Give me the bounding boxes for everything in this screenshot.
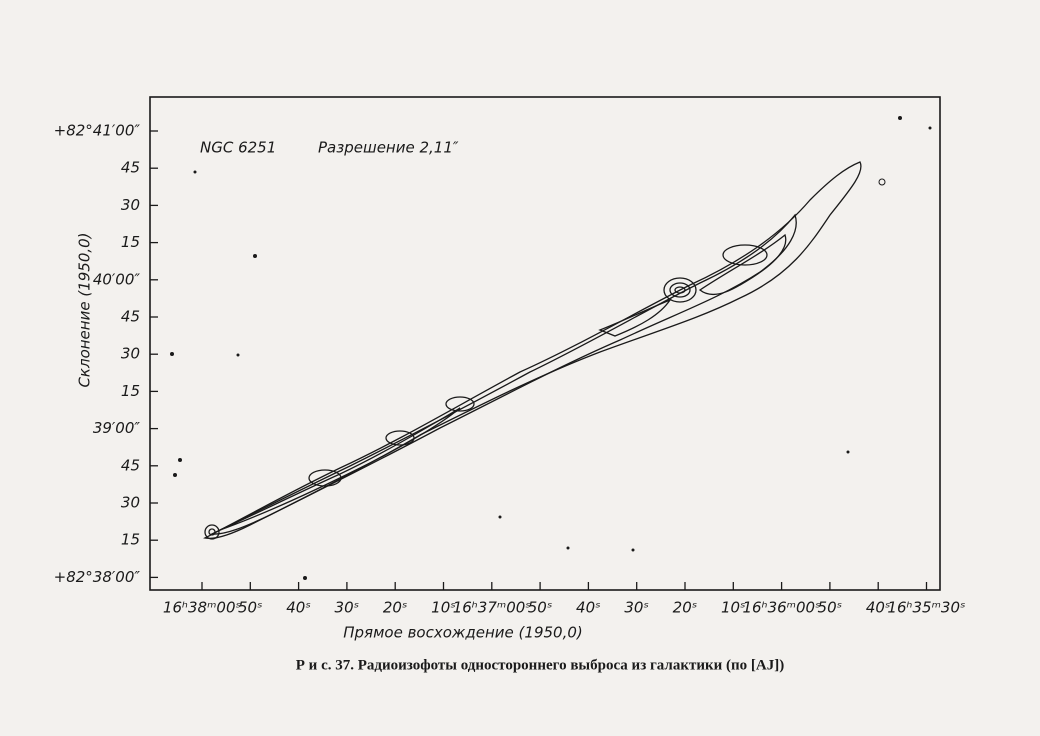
y-tick-label: 45 — [121, 456, 140, 474]
x-tick-label: 30ˢ — [624, 599, 649, 617]
y-tick-label: 45 — [121, 159, 140, 177]
y-tick-label: 30 — [121, 345, 140, 363]
caption: Р и с. 37. Радиоизофоты одностороннего в… — [296, 657, 784, 673]
x-tick-label: 50ˢ — [528, 599, 553, 617]
y-tick-label: 30 — [121, 494, 140, 512]
x-axis-label: Прямое восхождение (1950,0) — [343, 624, 583, 642]
x-tick-label: 16ʰ38ᵐ00ˢ — [163, 599, 241, 617]
y-tick-label: 15 — [121, 382, 140, 400]
x-tick-label: 50ˢ — [818, 599, 843, 617]
y-tick-label: 30 — [121, 196, 140, 214]
y-tick-label: +82°38′00″ — [54, 568, 141, 586]
y-tick-label: 15 — [121, 531, 140, 549]
y-tick-label: 45 — [121, 308, 140, 326]
x-tick-label: 16ʰ36ᵐ00ˢ — [743, 599, 821, 617]
x-tick-label: 30ˢ — [335, 599, 360, 617]
x-tick-label: 40ˢ — [286, 599, 311, 617]
plot-frame — [149, 96, 941, 591]
contours — [170, 116, 932, 580]
annotation: Разрешение 2,11″ — [318, 139, 459, 157]
y-tick-label: 15 — [121, 233, 140, 251]
x-tick-label: 10ˢ — [431, 599, 456, 617]
x-tick-label: 50ˢ — [238, 599, 263, 617]
x-tick-label: 20ˢ — [673, 599, 698, 617]
x-tick-label: 40ˢ — [576, 599, 601, 617]
x-tick-label: 16ʰ37ᵐ00ˢ — [453, 599, 531, 617]
x-tick-label: 20ˢ — [383, 599, 408, 617]
y-tick-label: 39′00″ — [93, 419, 141, 437]
y-tick-label: 40′00″ — [93, 270, 141, 288]
y-axis-label: Склонение (1950,0) — [76, 232, 94, 387]
annotation: NGC 6251 — [200, 139, 276, 157]
x-tick-label: 40ˢ — [866, 599, 891, 617]
y-tick-label: +82°41′00″ — [54, 122, 141, 140]
x-tick-label: 10ˢ — [721, 599, 746, 617]
x-tick-label: 16ʰ35ᵐ30ˢ — [887, 599, 965, 617]
